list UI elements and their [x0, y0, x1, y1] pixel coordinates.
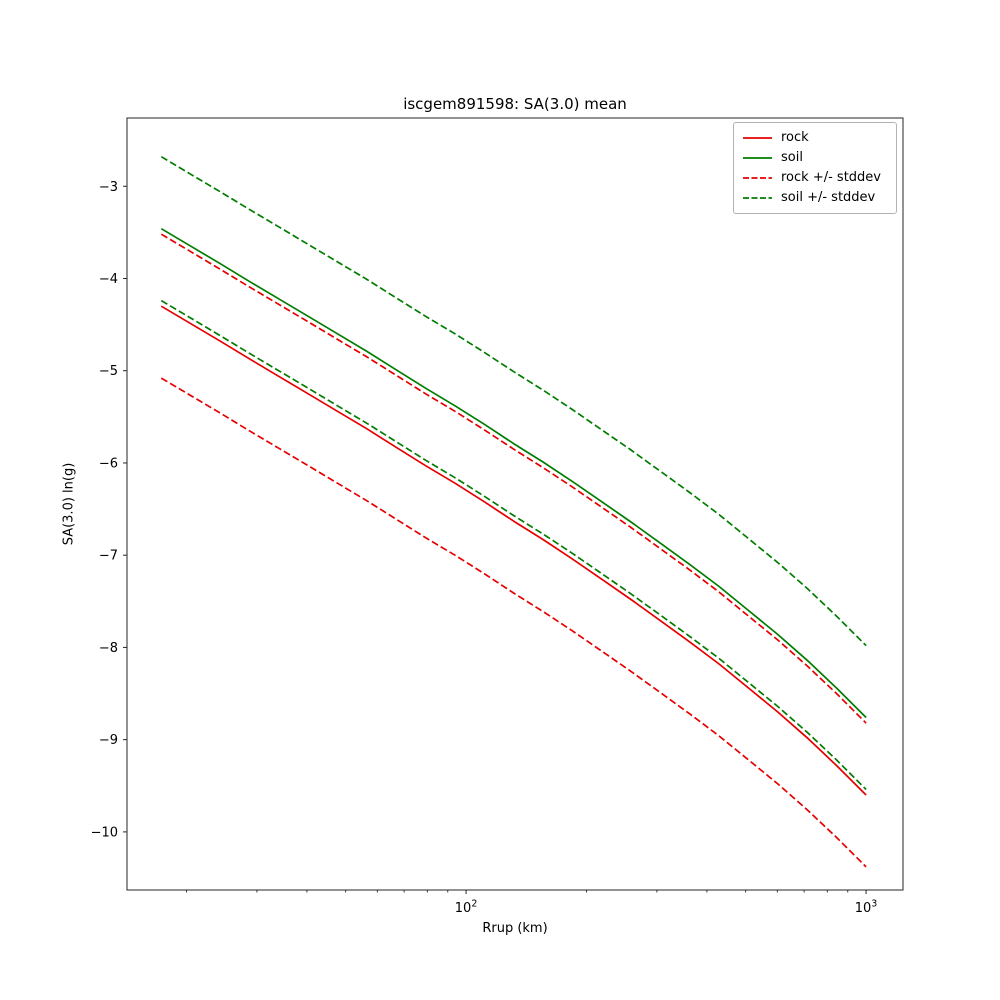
chart-title: iscgem891598: SA(3.0) mean	[403, 95, 627, 113]
legend-entry: soil +/- stddev	[742, 188, 888, 208]
series-soil-plus-stddev	[160, 155, 867, 647]
legend-line-sample	[743, 137, 772, 139]
x-axis-label: Rrup (km)	[482, 921, 548, 936]
legend-entry: rock	[742, 128, 888, 148]
axes-frame	[126, 117, 904, 891]
y-tick-label: −7	[99, 549, 118, 564]
legend-entry: rock +/- stddev	[742, 168, 888, 188]
series-rock-plus-stddev	[160, 233, 867, 724]
series-rock	[160, 305, 867, 796]
legend-entry: soil	[742, 148, 888, 168]
series-soil	[160, 227, 867, 719]
legend-entry-label: rock	[781, 130, 809, 145]
legend-line-sample	[743, 157, 772, 159]
y-tick-label: −10	[91, 825, 118, 840]
x-tick-label: 102	[455, 899, 478, 917]
legend-entry-label: rock +/- stddev	[781, 170, 881, 185]
y-tick-label: −9	[99, 733, 118, 748]
y-tick-label: −6	[99, 456, 118, 471]
series-rock-minus-stddev	[160, 377, 867, 868]
legend-line-sample	[743, 197, 772, 199]
legend: rock soil rock +/- stddev soil +/- stddev	[733, 122, 897, 214]
y-axis-label: SA(3.0) ln(g)	[61, 462, 77, 546]
legend-line-sample	[743, 177, 772, 179]
x-tick-label: 103	[855, 899, 878, 917]
y-tick-label: −3	[99, 180, 118, 195]
y-tick-label: −8	[99, 641, 118, 656]
y-tick-label: −4	[99, 272, 118, 287]
series-soil-minus-stddev	[160, 299, 867, 791]
y-tick-label: −5	[99, 364, 118, 379]
legend-entry-label: soil +/- stddev	[781, 190, 876, 205]
legend-entry-label: soil	[781, 150, 803, 165]
